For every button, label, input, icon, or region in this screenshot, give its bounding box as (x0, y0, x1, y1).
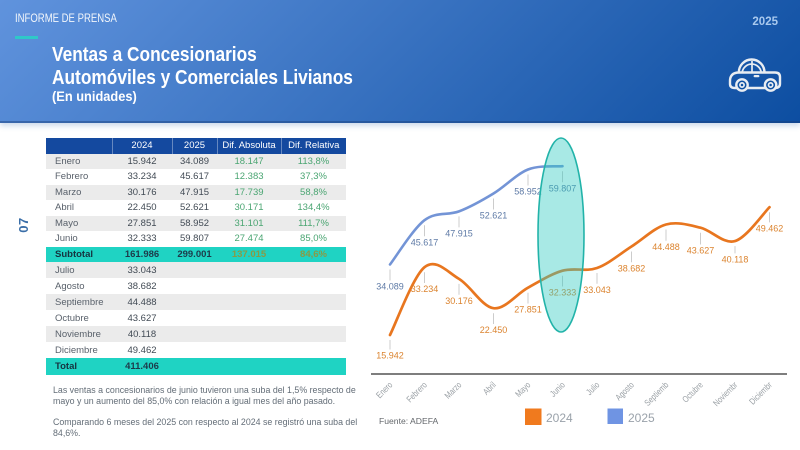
svg-text:38.682: 38.682 (618, 264, 646, 274)
svg-text:2024: 2024 (546, 411, 573, 425)
svg-text:47.915: 47.915 (445, 229, 473, 239)
svg-text:Septiemb: Septiemb (643, 380, 671, 408)
svg-text:Octubre: Octubre (680, 380, 705, 405)
svg-text:43.627: 43.627 (687, 246, 715, 256)
svg-text:Diciembr: Diciembr (747, 380, 774, 407)
svg-text:Enero: Enero (374, 380, 395, 401)
svg-text:Fuente: ADEFA: Fuente: ADEFA (379, 416, 439, 426)
svg-text:27.851: 27.851 (514, 305, 542, 315)
svg-text:22.450: 22.450 (480, 325, 508, 335)
svg-text:45.617: 45.617 (411, 237, 439, 247)
svg-text:52.621: 52.621 (480, 211, 508, 221)
svg-text:Mayo: Mayo (513, 380, 533, 400)
svg-text:Agosto: Agosto (614, 380, 637, 403)
svg-text:59.807: 59.807 (549, 183, 577, 193)
svg-text:15.942: 15.942 (376, 351, 404, 361)
svg-text:33.043: 33.043 (583, 285, 611, 295)
svg-text:Marzo: Marzo (443, 380, 464, 401)
svg-text:Febrero: Febrero (405, 380, 430, 405)
svg-text:Julio: Julio (584, 380, 602, 398)
svg-text:58.952: 58.952 (514, 187, 542, 197)
svg-text:40.118: 40.118 (722, 255, 749, 265)
svg-text:32.333: 32.333 (549, 288, 577, 298)
svg-text:Junio: Junio (548, 380, 567, 399)
svg-text:49.462: 49.462 (756, 224, 784, 234)
svg-text:34.089: 34.089 (376, 282, 404, 292)
svg-text:33.234: 33.234 (411, 284, 439, 294)
svg-text:2025: 2025 (628, 411, 655, 425)
svg-text:Noviembr: Noviembr (711, 380, 740, 409)
svg-text:Abril: Abril (481, 380, 498, 397)
svg-text:44.488: 44.488 (652, 242, 680, 252)
svg-text:30.176: 30.176 (445, 296, 473, 306)
